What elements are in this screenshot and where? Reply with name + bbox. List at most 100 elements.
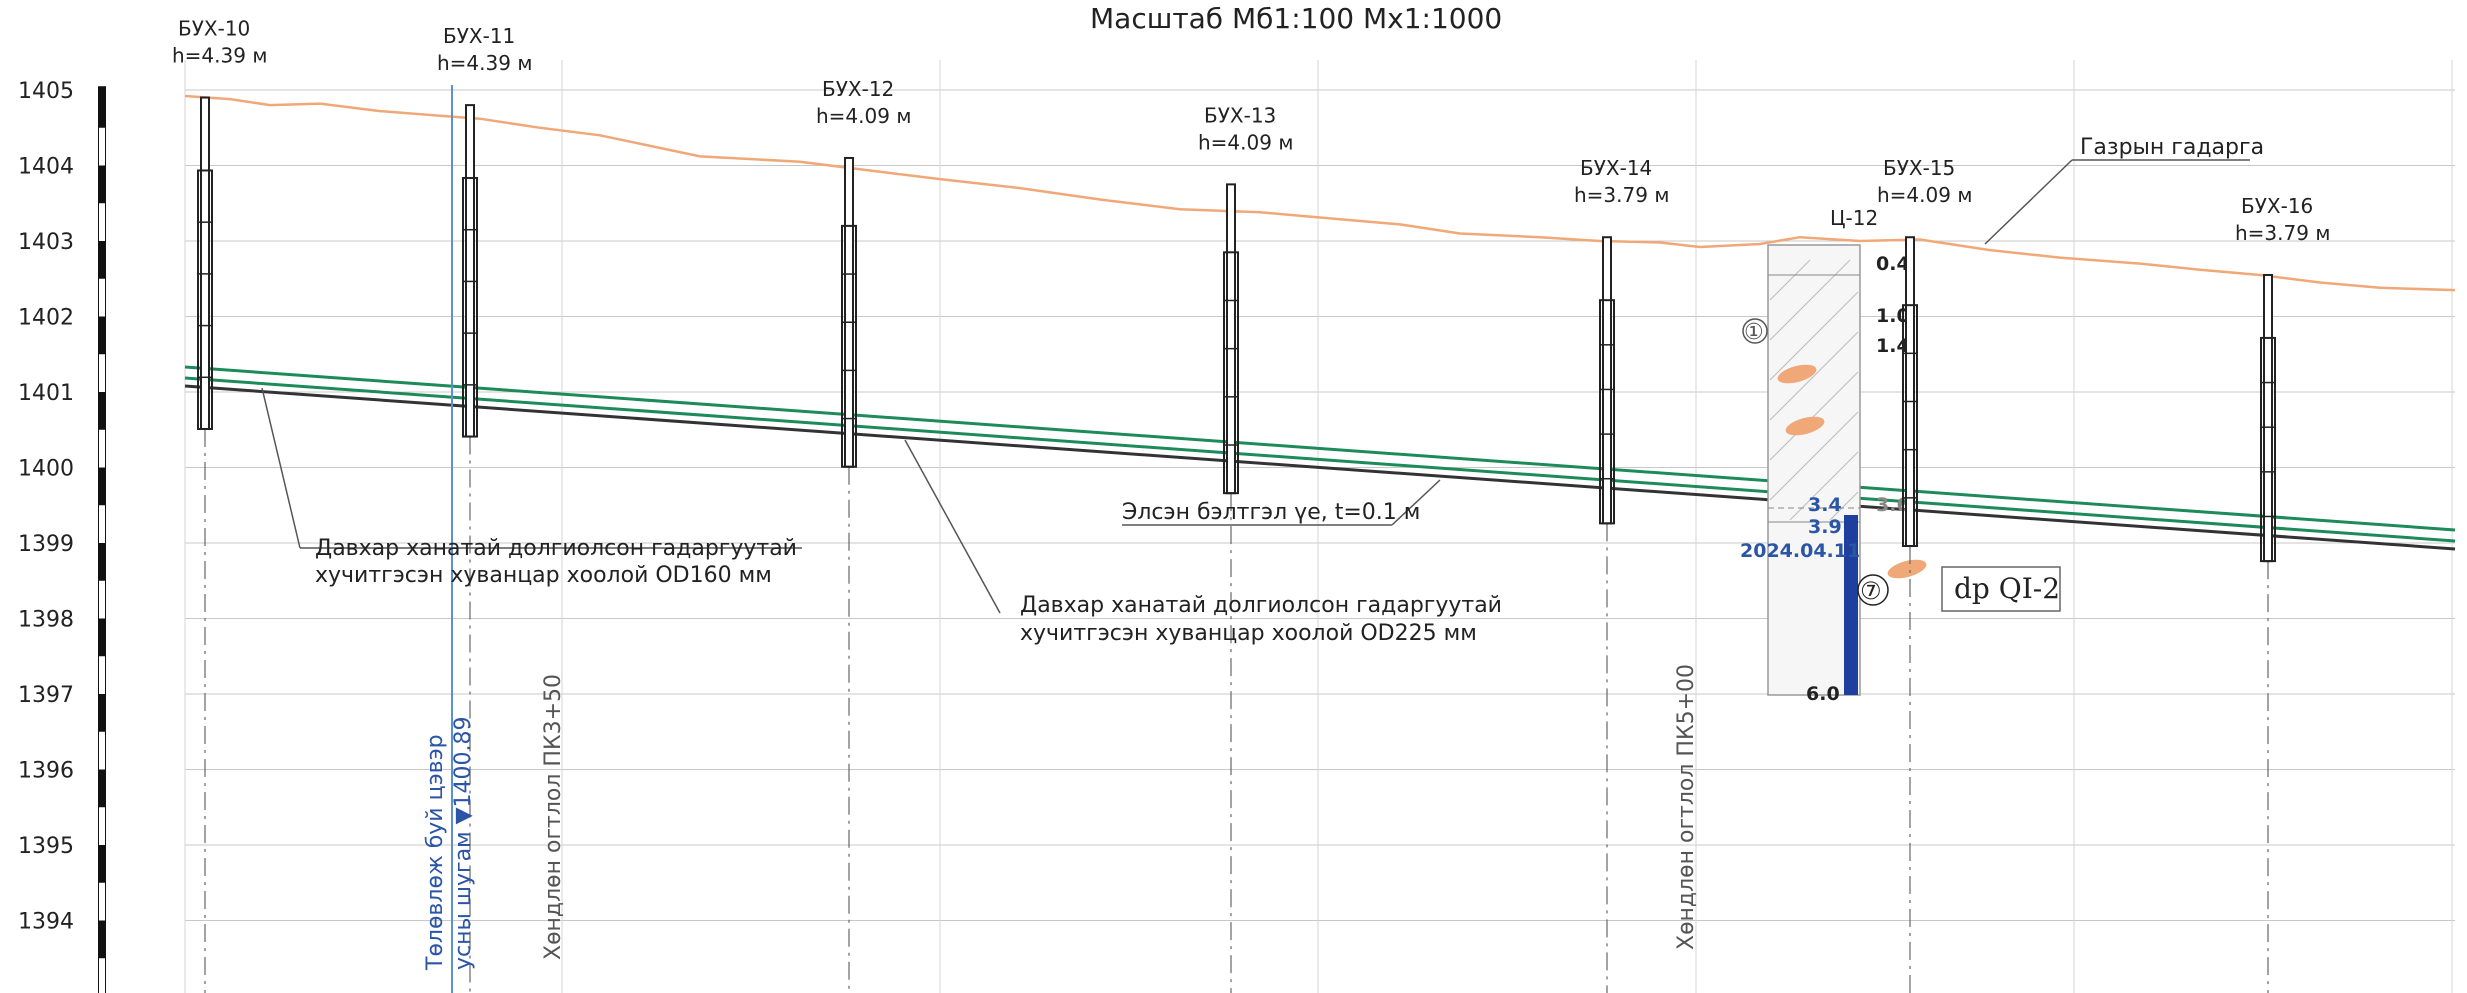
leader-od225 [904,439,1001,614]
well-depth: h=4.09 м [1198,130,1293,154]
elevation-tick-label: 1400 [18,457,74,482]
layer-mark: 1.0 [1876,305,1910,327]
layer-mark: 0.4 [1876,253,1910,275]
axis-segment [99,656,105,694]
layer-circle-1 [1742,318,1768,344]
axis-segment [99,882,105,921]
layer-circle-label: ⑦ [1860,577,1882,605]
elevation-tick-label: 1402 [18,306,74,331]
well-screen [1599,299,1615,525]
elevation-tick-label: 1396 [18,759,74,784]
sand-bedding-note: Элсэн бэлтгэл үе, t=0.1 м [1122,500,1420,525]
well-id: БУХ-13 [1204,103,1276,127]
well-depth: h=4.09 м [1877,183,1972,207]
geo-unit-label: dp QI-2 [1954,572,2060,605]
well-screen [1223,251,1239,495]
clay-lens [1777,364,1817,384]
well-screen [197,169,213,430]
axis-segment [99,958,105,993]
axis-segment [99,580,105,619]
well-depth: h=4.09 м [816,104,911,128]
well-БУХ-15: БУХ-15 h=4.09 м [1877,156,1972,993]
elevation-tick-label: 1394 [18,910,74,935]
leader-sand-tip [1391,479,1441,526]
well-id: БУХ-15 [1883,156,1955,180]
pipe-od160-note-1: Давхар ханатай долгиолсон гадаргуутай [315,536,797,561]
well-id: БУХ-11 [443,24,515,48]
layer-circle-label: ① [1744,320,1764,345]
well-screen [841,224,857,468]
well-БУХ-12: БУХ-12 h=4.09 м [816,77,911,993]
well-screen [2260,336,2276,563]
clay-lens [1785,416,1825,436]
well-id: БУХ-12 [822,77,894,101]
pipe-od225-note-1: Давхар ханатай долгиолсон гадаргуутай [1020,593,1502,618]
design-line-note-2: усны шугам ▼1400.89 [451,716,476,970]
elevation-tick-label: 1398 [18,608,74,633]
well-screen [462,177,478,438]
groundwater-bar [1844,515,1858,695]
pipe-green-upper [184,365,2456,532]
layer-mark: 3.4 [1808,494,1842,516]
leader-od160 [261,387,301,549]
layer-circle-7 [1857,574,1889,606]
well-screen [1902,304,1918,548]
cross-section-pk500: Хөндлөн огтлол ПК5+00 [1674,664,1699,950]
elevation-tick-label: 1401 [18,381,74,406]
elevation-tick-label: 1404 [18,155,74,180]
pipe-od160-note-2: хучитгэсэн хуванцар хоолой OD160 мм [315,563,772,588]
well-БУХ-13: БУХ-13 h=4.09 м [1198,103,1293,993]
well-id: БУХ-14 [1580,156,1652,180]
borehole-total-depth: 6.0 [1806,683,1840,705]
borehole-date: 2024.04.11 [1740,540,1860,562]
well-casing [1602,236,1612,525]
well-casing [200,96,210,430]
well-depth: h=4.39 м [172,44,267,68]
axis-segment [99,354,105,392]
well-depth: h=3.79 м [1574,183,1669,207]
elevation-tick-label: 1395 [18,834,74,859]
borehole-section: Ц-12 0.4 1.0 1.4 3.6 3.4 3.9 2024.04.11 … [1740,206,2061,705]
clay-lens [1887,559,1927,579]
elevation-tick-label: 1399 [18,532,74,557]
axis-segment [99,203,105,241]
pipe-od225-note-2: хучитгэсэн хуванцар хоолой OD225 мм [1020,621,1477,646]
axis-segment [99,505,105,543]
well-casing [1905,236,1915,548]
axis-segment [99,278,105,317]
well-casing [465,104,475,438]
well-БУХ-11: БУХ-11 h=4.39 м [437,24,532,993]
borehole-hatch [1769,259,1859,521]
well-casing [844,156,854,468]
ground-surface-line [184,94,2456,292]
wells: БУХ-10 h=4.39 м БУХ-11 h=4.39 м БУХ-12 h=4.09… [172,17,2330,993]
well-id: БУХ-10 [178,17,250,41]
well-id: БУХ-16 [2241,194,2313,218]
axis-segment [99,429,105,468]
leader-ground [1984,159,2073,245]
well-casing [2263,273,2273,563]
well-depth: h=3.79 м [2235,221,2330,245]
axis-segment [99,731,105,770]
borehole-id: Ц-12 [1830,206,1878,230]
pipe-black-line [184,384,2456,551]
geo-unit-box [1941,566,2061,612]
grid [184,60,2455,993]
pipe-green-lower [184,376,2456,543]
elevation-axis: 1405 1404 1403 1402 1401 1400 1399 1398 1397 1396… [18,79,106,993]
elevation-tick-label: 1397 [18,683,74,708]
axis-segment [99,127,105,166]
well-depth: h=4.39 м [437,51,532,75]
ground-surface-note: Газрын гадарга [2080,135,2264,160]
well-БУХ-10: БУХ-10 h=4.39 м [172,17,267,993]
layer-mark: 3.9 [1808,516,1842,538]
well-casing [1226,183,1236,495]
elevation-tick-label: 1403 [18,230,74,255]
layer-mark: 1.4 [1876,335,1910,357]
scale-title: Масштаб Мб1:100 Мх1:1000 [1090,2,1502,35]
well-БУХ-16: БУХ-16 h=3.79 м [2235,194,2330,993]
elevation-tick-label: 1405 [18,79,74,104]
design-line-note-1: Төлөвлөж буй цэвэр [423,734,448,971]
layer-mark: 3.6 [1876,494,1910,516]
